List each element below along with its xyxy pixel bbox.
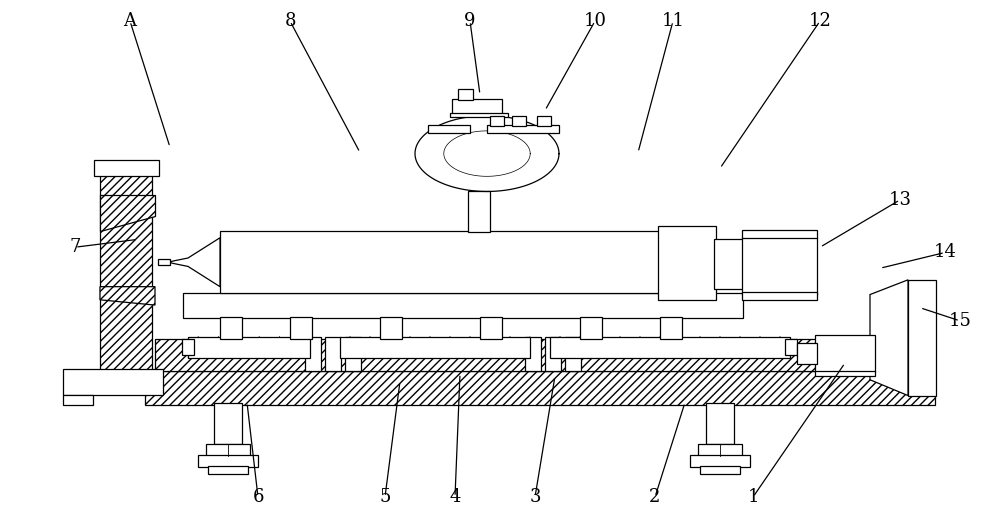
FancyBboxPatch shape [512,116,526,126]
FancyBboxPatch shape [690,455,750,467]
FancyBboxPatch shape [706,403,734,444]
Text: 11: 11 [662,12,684,30]
Polygon shape [168,238,220,287]
FancyBboxPatch shape [660,317,682,339]
FancyBboxPatch shape [545,337,561,371]
Text: 14: 14 [934,244,956,261]
Polygon shape [870,280,908,396]
FancyBboxPatch shape [145,371,935,405]
FancyBboxPatch shape [63,394,93,405]
FancyBboxPatch shape [428,125,470,133]
Text: 12: 12 [809,12,831,30]
FancyBboxPatch shape [188,337,310,358]
Text: 4: 4 [449,488,461,506]
Text: 8: 8 [284,12,296,30]
FancyBboxPatch shape [742,230,817,238]
FancyBboxPatch shape [220,317,242,339]
Text: 6: 6 [252,488,264,506]
FancyBboxPatch shape [63,369,163,394]
FancyBboxPatch shape [100,166,152,371]
FancyBboxPatch shape [815,371,875,376]
FancyBboxPatch shape [468,191,490,232]
FancyBboxPatch shape [220,231,660,293]
FancyBboxPatch shape [183,293,743,318]
Polygon shape [100,287,155,305]
FancyBboxPatch shape [487,125,559,133]
FancyBboxPatch shape [714,239,744,289]
FancyBboxPatch shape [158,259,170,265]
FancyBboxPatch shape [450,113,508,117]
FancyBboxPatch shape [525,337,541,371]
Text: 13: 13 [889,191,912,209]
FancyBboxPatch shape [345,337,361,371]
FancyBboxPatch shape [797,343,817,364]
FancyBboxPatch shape [208,466,248,474]
FancyBboxPatch shape [658,226,716,300]
Text: 10: 10 [584,12,606,30]
FancyBboxPatch shape [182,339,194,355]
FancyBboxPatch shape [155,339,925,371]
Text: 5: 5 [379,488,391,506]
FancyBboxPatch shape [458,89,473,100]
Text: 15: 15 [949,312,971,330]
FancyBboxPatch shape [700,466,740,474]
FancyBboxPatch shape [580,317,602,339]
Text: 7: 7 [69,238,81,256]
FancyBboxPatch shape [198,455,258,467]
FancyBboxPatch shape [785,339,797,355]
FancyBboxPatch shape [490,116,504,126]
FancyBboxPatch shape [206,444,250,456]
FancyBboxPatch shape [537,116,551,126]
FancyBboxPatch shape [565,337,581,371]
FancyBboxPatch shape [815,335,875,372]
FancyBboxPatch shape [325,337,341,371]
FancyBboxPatch shape [214,403,242,444]
Text: 3: 3 [529,488,541,506]
FancyBboxPatch shape [94,160,159,176]
FancyBboxPatch shape [290,317,312,339]
FancyBboxPatch shape [452,99,502,115]
FancyBboxPatch shape [698,444,742,456]
FancyBboxPatch shape [742,292,817,300]
Text: 1: 1 [747,488,759,506]
Text: A: A [124,12,136,30]
Text: 9: 9 [464,12,476,30]
FancyBboxPatch shape [742,237,817,295]
FancyBboxPatch shape [480,317,502,339]
Polygon shape [100,195,155,231]
FancyBboxPatch shape [380,317,402,339]
FancyBboxPatch shape [305,337,321,371]
FancyBboxPatch shape [908,280,936,396]
FancyBboxPatch shape [550,337,790,358]
FancyBboxPatch shape [340,337,530,358]
Text: 2: 2 [649,488,661,506]
